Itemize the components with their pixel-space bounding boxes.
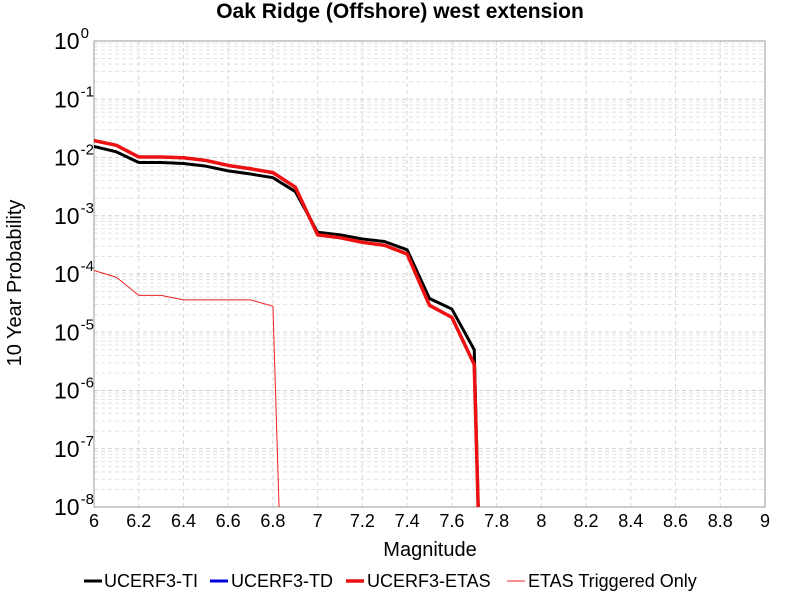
legend-item-etas-triggered-only: ETAS Triggered Only <box>507 571 697 591</box>
grid <box>93 41 766 508</box>
series-line-ucerf3-etas <box>94 138 480 507</box>
series-layer <box>94 138 480 507</box>
y-tick-label: 100 <box>54 25 89 54</box>
series-line-etas-triggered-only <box>94 269 280 507</box>
series-line-ucerf3-ti <box>94 144 480 507</box>
x-tick-label: 6 <box>89 511 99 531</box>
x-tick-label: 6.8 <box>260 511 285 531</box>
y-tick-label: 10-2 <box>54 142 94 171</box>
x-tick-label: 8.6 <box>663 511 688 531</box>
y-tick-label: 10-8 <box>54 491 94 520</box>
x-tick-label: 8.2 <box>574 511 599 531</box>
x-axis-label: Magnitude <box>383 539 476 561</box>
x-tick-labels: 6 6.2 6.4 6.6 6.8 7 7.2 7.4 7.6 7.8 8 8.2 8.4 8.6 8.8 9 <box>89 511 770 531</box>
plot-area <box>93 40 766 508</box>
y-tick-label: 10-5 <box>54 316 94 345</box>
x-tick-label: 6.4 <box>171 511 196 531</box>
x-tick-label: 8.8 <box>708 511 733 531</box>
legend-label: UCERF3-TD <box>231 571 333 591</box>
legend: UCERF3-TI UCERF3-TD UCERF3-ETAS ETAS Trigge… <box>84 571 697 591</box>
y-tick-label: 10-3 <box>54 200 94 229</box>
x-tick-label: 8.4 <box>618 511 643 531</box>
x-tick-label: 7 <box>313 511 323 531</box>
legend-item-ucerf3-td: UCERF3-TD <box>210 571 333 591</box>
y-tick-labels: 100 10-1 10-2 10-3 10-4 10-5 10-6 10-7 10-8 <box>54 25 94 520</box>
y-tick-label: 10-1 <box>54 83 94 112</box>
legend-label: ETAS Triggered Only <box>528 571 697 591</box>
legend-item-ucerf3-etas: UCERF3-ETAS <box>346 571 491 591</box>
x-tick-label: 6.6 <box>216 511 241 531</box>
x-tick-label: 7.2 <box>350 511 375 531</box>
y-tick-label: 10-6 <box>54 375 94 404</box>
y-axis-label: 10 Year Probability <box>4 200 26 367</box>
legend-label: UCERF3-ETAS <box>367 571 491 591</box>
x-tick-label: 9 <box>760 511 770 531</box>
x-tick-label: 8 <box>536 511 546 531</box>
x-tick-label: 7.6 <box>439 511 464 531</box>
chart-title: Oak Ridge (Offshore) west extension <box>216 0 584 23</box>
legend-item-ucerf3-ti: UCERF3-TI <box>84 571 198 591</box>
legend-label: UCERF3-TI <box>104 571 198 591</box>
y-tick-label: 10-4 <box>54 258 94 287</box>
x-tick-label: 6.2 <box>126 511 151 531</box>
x-tick-label: 7.8 <box>484 511 509 531</box>
x-tick-label: 7.4 <box>395 511 420 531</box>
y-tick-label: 10-7 <box>54 433 94 462</box>
